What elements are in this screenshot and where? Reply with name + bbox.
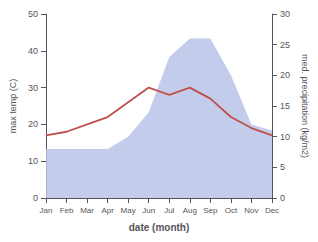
svg-text:Feb: Feb [60,206,74,215]
svg-text:max temp (C): max temp (C) [8,79,18,134]
svg-text:Nov: Nov [244,206,258,215]
svg-text:50: 50 [28,9,38,19]
svg-text:25: 25 [280,40,290,50]
svg-text:10: 10 [28,156,38,166]
svg-text:med. precipitation (kg/m2): med. precipitation (kg/m2) [300,54,310,158]
svg-text:40: 40 [28,46,38,56]
svg-text:0: 0 [280,193,285,203]
svg-text:Jun: Jun [142,206,155,215]
svg-text:Jan: Jan [40,206,53,215]
svg-text:Oct: Oct [225,206,238,215]
svg-text:Dec: Dec [265,206,279,215]
svg-text:May: May [121,206,136,215]
svg-text:15: 15 [280,101,290,111]
svg-text:30: 30 [280,9,290,19]
svg-text:0: 0 [33,193,38,203]
svg-text:Apr: Apr [101,206,114,215]
svg-text:10: 10 [280,132,290,142]
svg-text:Sep: Sep [203,206,218,215]
svg-text:20: 20 [280,70,290,80]
svg-text:Mar: Mar [80,206,94,215]
svg-text:30: 30 [28,83,38,93]
svg-text:5: 5 [280,162,285,172]
svg-text:Aug: Aug [183,206,197,215]
svg-text:date (month): date (month) [129,222,190,233]
svg-text:20: 20 [28,119,38,129]
svg-text:Jul: Jul [164,206,174,215]
